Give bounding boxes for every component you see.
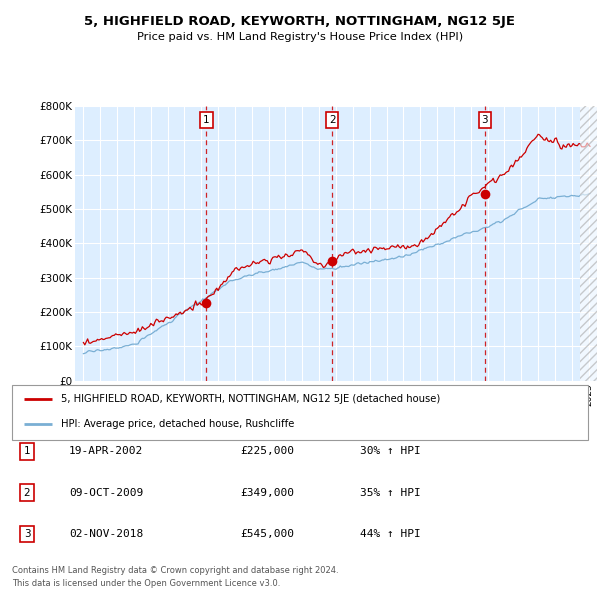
Text: £225,000: £225,000 — [240, 447, 294, 456]
Bar — [580, 106, 597, 381]
Text: 1: 1 — [23, 447, 31, 456]
Text: 02-NOV-2018: 02-NOV-2018 — [69, 529, 143, 539]
Text: HPI: Average price, detached house, Rushcliffe: HPI: Average price, detached house, Rush… — [61, 419, 295, 430]
Text: 09-OCT-2009: 09-OCT-2009 — [69, 488, 143, 497]
Text: 2: 2 — [23, 488, 31, 497]
Text: 1: 1 — [203, 115, 209, 125]
Text: 30% ↑ HPI: 30% ↑ HPI — [360, 447, 421, 456]
Text: 2: 2 — [329, 115, 335, 125]
Text: Contains HM Land Registry data © Crown copyright and database right 2024.: Contains HM Land Registry data © Crown c… — [12, 566, 338, 575]
Text: 35% ↑ HPI: 35% ↑ HPI — [360, 488, 421, 497]
Text: 19-APR-2002: 19-APR-2002 — [69, 447, 143, 456]
FancyBboxPatch shape — [12, 385, 588, 440]
Text: This data is licensed under the Open Government Licence v3.0.: This data is licensed under the Open Gov… — [12, 579, 280, 588]
Text: £545,000: £545,000 — [240, 529, 294, 539]
Text: 5, HIGHFIELD ROAD, KEYWORTH, NOTTINGHAM, NG12 5JE (detached house): 5, HIGHFIELD ROAD, KEYWORTH, NOTTINGHAM,… — [61, 394, 440, 404]
Text: Price paid vs. HM Land Registry's House Price Index (HPI): Price paid vs. HM Land Registry's House … — [137, 32, 463, 42]
Text: 44% ↑ HPI: 44% ↑ HPI — [360, 529, 421, 539]
Text: 3: 3 — [482, 115, 488, 125]
Text: 3: 3 — [23, 529, 31, 539]
Text: 5, HIGHFIELD ROAD, KEYWORTH, NOTTINGHAM, NG12 5JE: 5, HIGHFIELD ROAD, KEYWORTH, NOTTINGHAM,… — [85, 15, 515, 28]
Text: £349,000: £349,000 — [240, 488, 294, 497]
